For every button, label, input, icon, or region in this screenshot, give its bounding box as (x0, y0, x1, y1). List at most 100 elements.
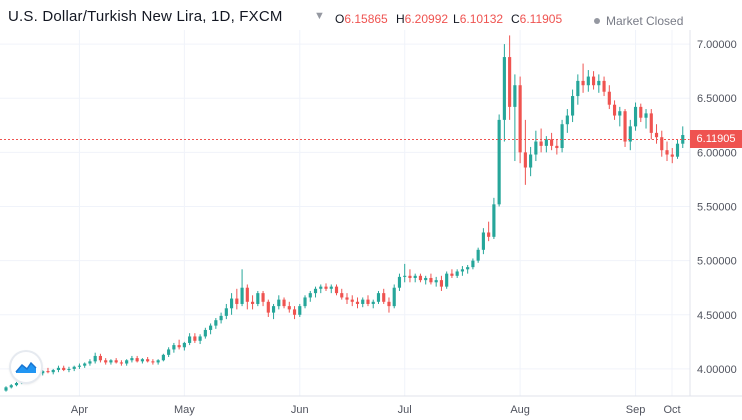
candlestick-series (4, 35, 685, 392)
candle (172, 342, 176, 353)
candle-body (324, 286, 328, 289)
candle-body (529, 154, 533, 168)
candle (591, 71, 596, 90)
price-axis[interactable]: 7.00000 6.50000 6.00000 5.50000 5.00000 4.500… (697, 39, 737, 376)
chevron-down-icon[interactable]: ▼ (314, 10, 325, 22)
candle-body (214, 320, 218, 326)
candle (681, 126, 685, 149)
candle (277, 295, 281, 310)
candle (382, 288, 386, 304)
candle (146, 357, 150, 363)
chart-header: U.S. Dollar/Turkish New Lira, 1D, FXCM ▼… (0, 0, 742, 40)
candle (539, 128, 543, 153)
candle (355, 297, 360, 309)
candle (261, 290, 265, 307)
candle-body (445, 273, 449, 287)
candle-body (62, 367, 66, 371)
candle (313, 286, 318, 298)
time-axis[interactable]: Apr May Jun Jul Aug Sep Oct (71, 404, 681, 416)
candle (450, 269, 454, 278)
candle (460, 266, 464, 276)
candle (639, 103, 643, 123)
candle-body (51, 370, 55, 373)
candle-body (534, 141, 538, 155)
candle (455, 269, 459, 278)
time-tick-label: Sep (626, 404, 646, 416)
candle (161, 353, 165, 362)
candle-body (230, 298, 234, 309)
candle-body (513, 85, 517, 107)
candle-body (408, 275, 412, 278)
candle-body (156, 360, 160, 363)
candle (397, 273, 402, 291)
candle-body (313, 288, 318, 294)
candle-body (560, 124, 564, 149)
symbol-title[interactable]: U.S. Dollar/Turkish New Lira, 1D, FXCM (8, 8, 283, 25)
candle-body (565, 115, 569, 125)
candle (329, 284, 333, 294)
candle-body (240, 287, 244, 304)
candle (292, 306, 297, 320)
candle (83, 362, 87, 368)
tradingview-logo-icon[interactable] (11, 352, 41, 382)
candle (544, 136, 548, 153)
candle (224, 303, 228, 320)
candle (597, 74, 601, 93)
candle-body (256, 293, 260, 304)
candle (361, 297, 365, 308)
candle-body (571, 96, 575, 116)
candle (67, 366, 71, 373)
candle (235, 288, 239, 310)
candle-body (9, 385, 13, 388)
candle-body (41, 371, 45, 374)
candle-body (161, 354, 165, 361)
candle-body (649, 113, 653, 133)
candle (319, 284, 323, 294)
candle-body (177, 345, 181, 348)
candle (72, 365, 76, 372)
candle-body (329, 286, 333, 289)
candle-body (660, 137, 664, 151)
candle-body (193, 336, 197, 341)
candle (298, 303, 302, 317)
candle-body (250, 301, 255, 304)
candle (555, 139, 559, 155)
candle-body (203, 329, 207, 337)
candle (586, 70, 590, 92)
candle (654, 124, 659, 144)
candle (660, 130, 664, 157)
candle (576, 74, 580, 105)
candle-body (340, 293, 344, 298)
candle (4, 386, 8, 392)
candle (607, 85, 611, 110)
candle-body (418, 275, 423, 281)
candle-body (675, 143, 680, 157)
candle-body (319, 286, 323, 289)
candle (56, 365, 61, 373)
candle-body (277, 299, 281, 307)
candle (303, 295, 307, 309)
candle (633, 102, 638, 131)
candle-body (628, 126, 632, 142)
ohlc-open: O6.15865 (335, 12, 388, 26)
candle (188, 333, 192, 346)
candle (98, 353, 103, 363)
candle (114, 358, 118, 364)
candle-body (182, 342, 186, 348)
candle (135, 355, 139, 363)
candle (612, 100, 617, 120)
candle-body (434, 280, 438, 283)
candle (14, 381, 19, 387)
candle-body (581, 80, 585, 86)
candle-body (544, 139, 548, 146)
candle-body (282, 299, 286, 307)
candle (476, 247, 480, 263)
candle-body (481, 232, 485, 250)
candle (492, 197, 496, 239)
candle-body (114, 360, 118, 363)
candle-body (93, 355, 97, 362)
candle (214, 318, 218, 329)
candle-body (261, 293, 265, 302)
candle-body (429, 277, 433, 283)
